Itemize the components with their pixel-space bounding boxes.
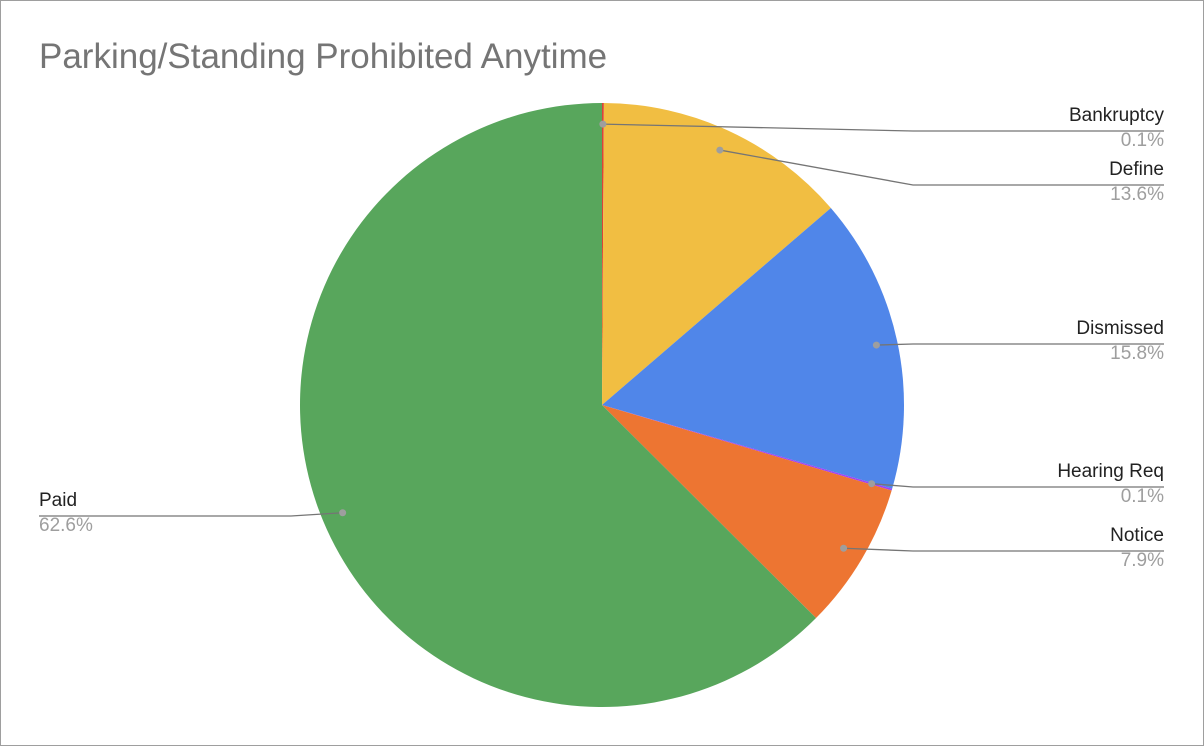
pie-slice-notice [602, 405, 892, 619]
leader-dot-define [716, 146, 724, 154]
slice-percent-hearing-req: 0.1% [1121, 486, 1164, 507]
slice-percent-paid: 62.6% [39, 515, 93, 536]
leader-line-paid [39, 512, 343, 517]
pie-slice-dismissed [602, 207, 904, 489]
slice-percent-define: 13.6% [1110, 184, 1164, 205]
slice-label-define: Define [1109, 159, 1164, 180]
slice-percent-bankruptcy: 0.1% [1121, 130, 1164, 151]
slice-percent-notice: 7.9% [1121, 550, 1164, 571]
leader-line-bankruptcy [602, 123, 1164, 132]
slice-label-notice: Notice [1110, 525, 1164, 546]
slice-label-paid: Paid [39, 490, 77, 511]
leader-dot-paid [339, 509, 347, 517]
pie-slice-bankruptcy [602, 103, 604, 405]
leader-dot-hearing-req [868, 480, 876, 488]
leader-dot-bankruptcy [599, 120, 607, 128]
slice-percent-dismissed: 15.8% [1110, 343, 1164, 364]
leader-line-notice [843, 547, 1164, 552]
slice-label-bankruptcy: Bankruptcy [1069, 105, 1165, 126]
pie-slice-hearing-req [602, 405, 893, 491]
leader-dot-notice [840, 544, 848, 552]
slice-label-hearing-req: Hearing Req [1057, 461, 1164, 482]
leader-line-define [719, 149, 1164, 186]
leader-line-dismissed [876, 343, 1164, 346]
slice-label-dismissed: Dismissed [1076, 318, 1164, 339]
leader-dot-dismissed [872, 341, 880, 349]
leader-line-hearing-req [871, 483, 1164, 488]
chart-title: Parking/Standing Prohibited Anytime [39, 37, 608, 76]
pie-slice-paid [300, 103, 817, 707]
pie-slice-define [602, 103, 831, 405]
